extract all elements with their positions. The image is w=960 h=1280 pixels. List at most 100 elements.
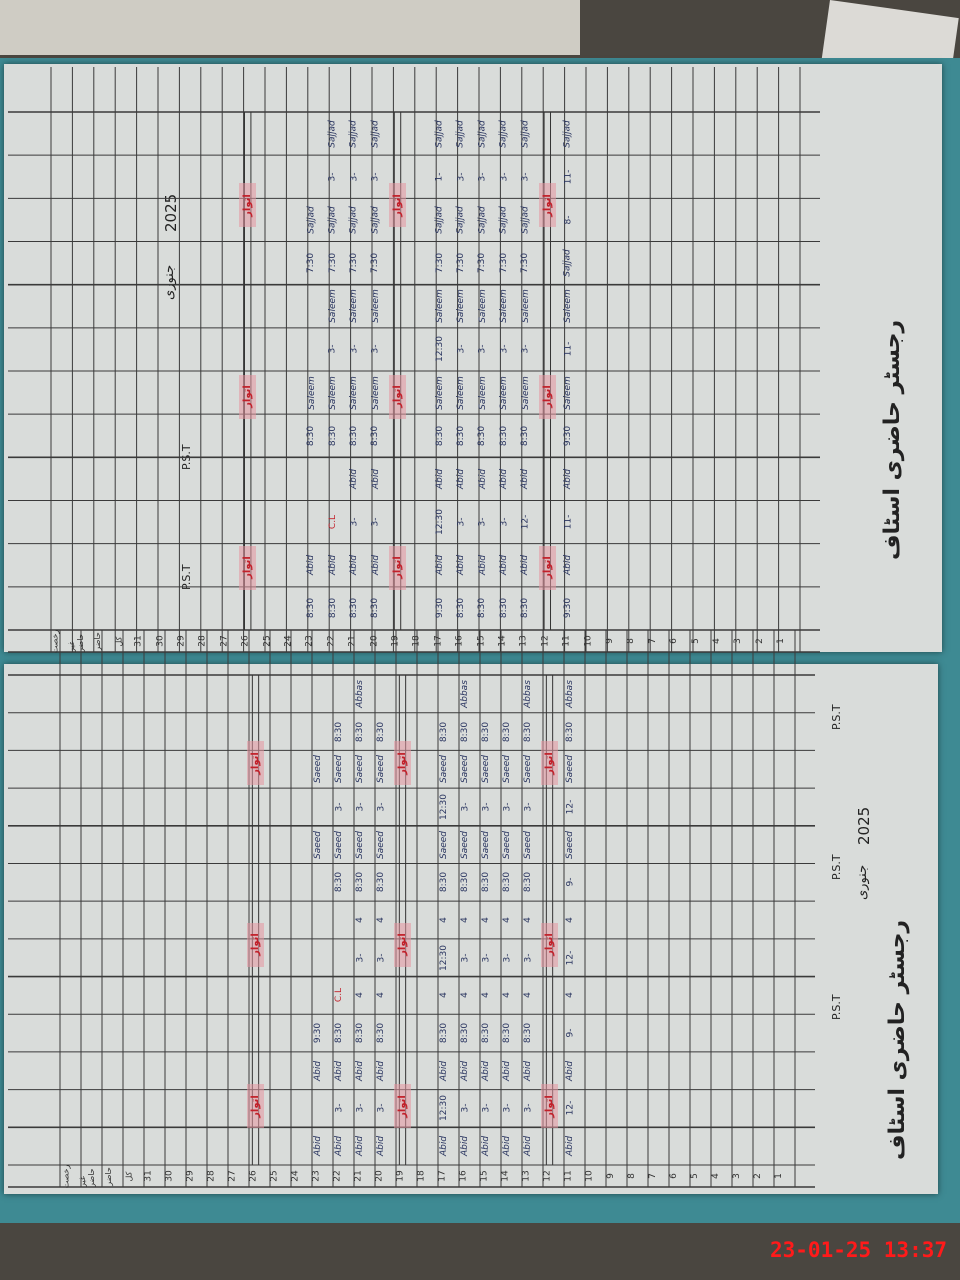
attendance-entry: Abid [476, 1052, 496, 1090]
day-number: 8 [622, 1166, 642, 1186]
attendance-entry: Abid [350, 1052, 370, 1090]
attendance-entry-text: 3- [456, 172, 467, 182]
attendance-entry: 3- [497, 1090, 517, 1128]
attendance-entry: 3- [323, 328, 343, 371]
attendance-entry-text: 8:30 [327, 598, 338, 619]
day-number-text: 15 [476, 635, 487, 647]
attendance-entry: Abid [371, 1127, 391, 1165]
attendance-entry-text: Abbas [523, 679, 534, 708]
attendance-entry-text: Saeed [460, 830, 471, 859]
attendance-entry-text: Saeed [502, 830, 513, 859]
attendance-entry-text: Abid [481, 1060, 491, 1081]
attendance-entry-text: 4 [354, 992, 365, 999]
attendance-entry: Abid [455, 1052, 475, 1090]
attendance-entry-text: Abid [439, 1136, 449, 1157]
attendance-entry: 12- [560, 939, 580, 977]
attendance-entry: 3- [350, 939, 370, 977]
attendance-entry: 7:30 [472, 242, 492, 285]
sunday-label: اتوار [391, 193, 403, 217]
attendance-entry: 3- [494, 155, 514, 198]
attendance-entry: Abid [308, 1052, 328, 1090]
attendance-entry-text: Abbas [355, 679, 366, 708]
attendance-entry-text: Saleem [370, 375, 381, 410]
sunday-marker: اتوار [239, 374, 257, 419]
attendance-entry-text: Abid [434, 468, 445, 489]
attendance-entry: Abid [472, 544, 492, 587]
day-number-text: 6 [668, 638, 679, 644]
day-number: 9 [601, 1166, 621, 1186]
attendance-entry: Saeed [350, 826, 370, 864]
day-number: 3 [727, 1166, 747, 1186]
attendance-entry-text: 11- [563, 342, 574, 357]
attendance-entry-text: Saeed [460, 755, 471, 784]
attendance-entry-text: Abid [498, 468, 509, 489]
attendance-entry-text: Saeed [439, 755, 450, 784]
attendance-entry: Saleem [515, 285, 535, 328]
sunday-label: اتوار [544, 933, 556, 956]
attendance-entry-text: Sajjad [520, 119, 531, 148]
day-number-text: 15 [479, 1170, 490, 1182]
attendance-entry-text: 8:30 [565, 721, 575, 742]
attendance-entry: 8:30 [497, 713, 517, 751]
attendance-entry: 8:30 [371, 1014, 391, 1052]
day-number-text: 10 [584, 1170, 595, 1182]
attendance-entry-text: 3- [498, 344, 509, 354]
attendance-entry: Saeed [329, 826, 349, 864]
attendance-entry: Saleem [515, 371, 535, 414]
attendance-entry: 3- [451, 155, 471, 198]
attendance-entry-text: Abid [563, 555, 574, 576]
attendance-entry: 3- [329, 788, 349, 826]
day-number-text: 31 [133, 635, 144, 647]
attendance-entry-text: 4 [354, 917, 365, 923]
attendance-entry-text: Sajjad [327, 206, 338, 234]
photo-timestamp: 23-01-25 13:37 [770, 1238, 948, 1262]
day-number-text: 27 [227, 1170, 238, 1182]
day-number-text: 13 [521, 1170, 532, 1182]
attendance-entry-text: 4 [480, 917, 491, 923]
attendance-entry: Abid [365, 457, 385, 500]
attendance-entry: 3- [472, 155, 492, 198]
attendance-entry-text: Sajjad [327, 119, 338, 148]
attendance-entry: 7:30 [365, 242, 385, 285]
day-number: 15 [475, 1166, 495, 1186]
attendance-entry: 3- [497, 939, 517, 977]
attendance-entry: 9:30 [558, 414, 578, 457]
attendance-entry: Abid [329, 1052, 349, 1090]
attendance-entry-text: Sajjad [563, 119, 574, 148]
attendance-entry: Saleem [430, 371, 450, 414]
attendance-entry-text: 8:30 [355, 1022, 365, 1044]
day-number: 18 [412, 1166, 432, 1186]
attendance-entry-text: 4 [522, 992, 533, 999]
attendance-entry: 12- [560, 788, 580, 826]
attendance-entry: Abid [451, 544, 471, 587]
attendance-entry-text: Abbas [565, 679, 576, 708]
attendance-entry: Saleem [558, 285, 578, 328]
attendance-entry-text: Saleem [520, 289, 531, 324]
attendance-entry-text: Abid [434, 555, 445, 576]
attendance-entry: 7:30 [451, 242, 471, 285]
day-number: 30 [160, 1166, 180, 1186]
attendance-entry: Saleem [494, 285, 514, 328]
attendance-entry: Abid [560, 1127, 580, 1165]
attendance-entry-text: Abid [565, 1136, 575, 1157]
attendance-entry: Sajjad [365, 198, 385, 241]
day-number: 15 [471, 631, 491, 651]
attendance-entry: 3- [518, 788, 538, 826]
attendance-entry-text: 8:30 [520, 425, 531, 446]
attendance-entry-text: 8:30 [460, 1022, 470, 1044]
attendance-entry: 8:30 [371, 863, 391, 901]
day-number-text: 19 [395, 1170, 406, 1182]
day-number-text: 18 [416, 1170, 427, 1182]
attendance-entry-text: 8:30 [523, 872, 533, 893]
attendance-entry: 8:30 [455, 713, 475, 751]
attendance-entry-text: 12- [564, 950, 575, 966]
attendance-entry-text: 3- [375, 1103, 386, 1113]
attendance-entry-text: 4 [501, 917, 512, 923]
attendance-entry-text: 7:30 [498, 252, 509, 274]
day-number: 10 [580, 1166, 600, 1186]
day-number: 9 [600, 631, 620, 651]
day-number: 20 [364, 631, 384, 651]
attendance-entry-text: Saeed [523, 755, 534, 784]
day-number: 8 [621, 631, 641, 651]
sunday-marker: اتوار [394, 922, 411, 967]
